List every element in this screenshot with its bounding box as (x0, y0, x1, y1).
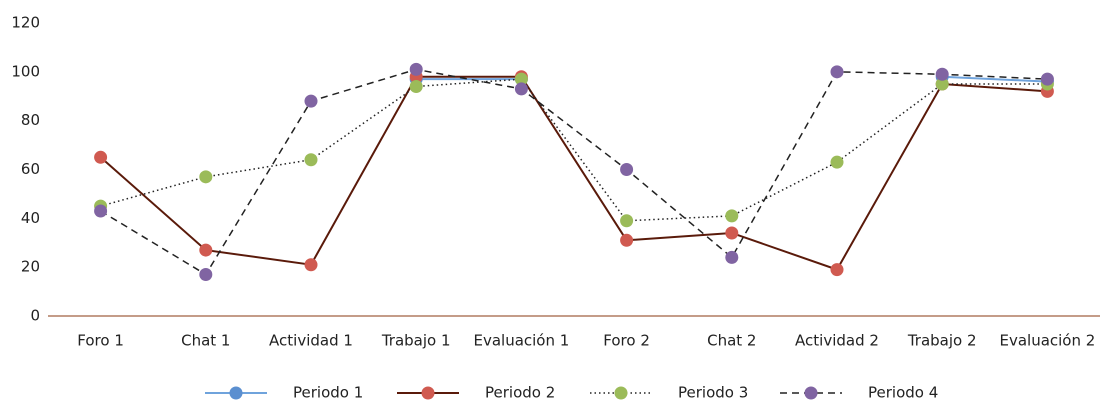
data-point (199, 267, 213, 281)
x-tick-label: Trabajo 2 (907, 332, 977, 350)
data-point (830, 65, 844, 79)
legend-label: Periodo 2 (485, 384, 555, 402)
data-point (620, 233, 634, 247)
legend-marker (229, 386, 243, 400)
data-point (830, 155, 844, 169)
data-point (514, 82, 528, 96)
y-tick-label: 100 (11, 62, 40, 80)
data-point (304, 94, 318, 108)
y-tick-label: 20 (21, 258, 40, 276)
legend-marker (421, 386, 435, 400)
x-tick-label: Evaluación 2 (999, 332, 1095, 350)
data-point (304, 153, 318, 167)
data-point (830, 263, 844, 277)
legend-marker (614, 386, 628, 400)
series-line (942, 75, 1048, 83)
data-point (935, 67, 949, 81)
series-line (100, 68, 1048, 276)
data-point (94, 150, 108, 164)
y-tick-label: 60 (21, 160, 40, 178)
data-point (620, 163, 634, 176)
y-tick-label: 120 (11, 14, 40, 32)
y-tick-label: 80 (21, 111, 40, 129)
data-point (199, 243, 213, 257)
x-tick-label: Chat 2 (707, 332, 756, 350)
legend-marker (804, 386, 818, 400)
x-tick-label: Trabajo 1 (381, 332, 451, 350)
data-point (94, 204, 108, 218)
data-point (409, 62, 423, 76)
legend-label: Periodo 3 (678, 384, 748, 402)
legend-label: Periodo 4 (868, 384, 938, 402)
data-point (725, 226, 739, 240)
data-point (725, 250, 739, 264)
series-line (100, 78, 1048, 222)
x-tick-label: Foro 2 (603, 332, 650, 350)
data-point (620, 214, 634, 228)
series-line (99, 75, 1048, 271)
legend-label: Periodo 1 (293, 384, 363, 402)
data-point (935, 77, 949, 91)
x-tick-label: Evaluación 1 (473, 332, 569, 350)
data-point (409, 79, 423, 93)
x-tick-label: Actividad 1 (269, 332, 353, 350)
data-point (1040, 72, 1054, 86)
data-point (514, 72, 528, 86)
data-point (304, 258, 318, 272)
x-tick-label: Chat 1 (181, 332, 230, 350)
x-tick-label: Foro 1 (77, 332, 124, 350)
data-point (199, 170, 213, 184)
x-tick-label: Actividad 2 (795, 332, 879, 350)
data-point (725, 209, 739, 223)
y-tick-label: 40 (21, 209, 40, 227)
y-tick-label: 0 (30, 307, 40, 325)
